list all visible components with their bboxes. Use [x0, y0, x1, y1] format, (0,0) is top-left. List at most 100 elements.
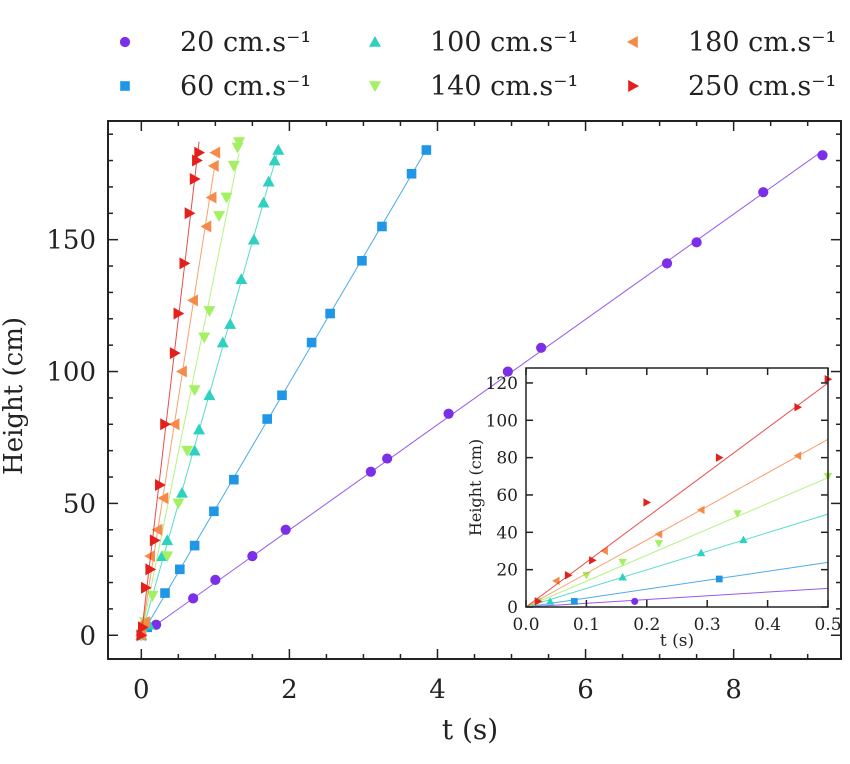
x-tick-label: 8	[725, 675, 742, 705]
data-point	[443, 408, 454, 419]
inset-data-point	[654, 529, 663, 539]
data-point	[160, 418, 172, 431]
data-point	[235, 273, 248, 285]
data-point	[161, 534, 174, 546]
inset-data-point	[715, 575, 723, 583]
data-point	[257, 196, 270, 208]
legend-item: 180 cm.s⁻¹	[627, 27, 836, 58]
data-point	[216, 336, 229, 348]
data-point	[187, 294, 198, 307]
data-point	[247, 233, 260, 245]
inset-fit-line	[525, 382, 829, 608]
data-point	[176, 365, 187, 378]
fit-line	[140, 152, 240, 636]
inset-data-point	[582, 571, 591, 580]
data-point	[325, 308, 335, 319]
data-point	[181, 445, 194, 457]
y-tick-label: 100	[46, 358, 96, 388]
legend-item: 60 cm.s⁻¹	[120, 71, 311, 102]
data-point	[169, 347, 181, 360]
data-point	[365, 466, 376, 477]
inset-data-point	[564, 571, 573, 580]
inset-data-point	[733, 510, 742, 518]
legend-marker	[119, 36, 131, 48]
inset-data-point	[794, 403, 802, 412]
inset-x-tick-label: 0.2	[633, 615, 660, 635]
data-point	[220, 192, 233, 204]
inset-series-5	[525, 375, 833, 608]
series-0	[136, 150, 828, 641]
legend-marker	[120, 81, 130, 91]
inset-chart: 0.0 0.1 0.2 0.3 0.4 0.5 0 20 40 60 80 100 120 t (s) He…	[466, 367, 842, 651]
data-point	[179, 257, 191, 270]
data-point	[188, 593, 199, 604]
x-tick-label: 2	[281, 675, 298, 705]
inset-y-tick-label: 60	[496, 486, 518, 506]
data-point	[377, 221, 387, 232]
data-point	[268, 154, 281, 166]
inset-fit-line	[525, 438, 829, 608]
series-1	[136, 145, 432, 641]
data-point	[406, 168, 417, 179]
y-axis-label: Height (cm)	[0, 317, 29, 475]
inset-x-tick-label: 0.3	[694, 615, 721, 635]
data-point	[137, 621, 149, 634]
x-tick-label: 4	[429, 675, 446, 705]
data-point	[146, 590, 159, 602]
data-point	[207, 159, 219, 172]
data-point	[502, 366, 513, 377]
data-point	[151, 523, 163, 536]
inset-series-4	[525, 438, 829, 608]
inset-y-tick-label: 40	[496, 523, 518, 543]
legend-label: 250 cm.s⁻¹	[688, 71, 836, 102]
legend-label: 20 cm.s⁻¹	[180, 27, 311, 58]
legend: 20 cm.s⁻¹ 60 cm.s⁻¹ 100 cm.s⁻¹ 140 cm.s⁻¹ 18…	[119, 27, 836, 102]
inset-data-point	[618, 572, 627, 581]
y-tick-label: 0	[79, 621, 96, 651]
inset-y-axis-label: Height (cm)	[466, 439, 485, 536]
legend-label: 140 cm.s⁻¹	[430, 71, 578, 102]
inset-data-point	[534, 597, 543, 606]
x-axis-label: t (s)	[442, 713, 498, 746]
data-point	[161, 551, 174, 563]
data-point	[213, 211, 226, 222]
inset-data-point	[570, 598, 578, 605]
series-2	[135, 144, 285, 641]
legend-item: 140 cm.s⁻¹	[369, 71, 578, 102]
data-point	[421, 145, 432, 155]
legend-item: 20 cm.s⁻¹	[119, 27, 311, 58]
inset-series-2	[525, 513, 829, 608]
data-point	[157, 492, 169, 505]
data-point	[205, 191, 217, 204]
inset-data-point	[696, 548, 706, 557]
data-point	[173, 307, 185, 320]
data-point	[149, 534, 161, 547]
legend-marker	[369, 36, 381, 47]
inset-data-point	[739, 535, 748, 544]
data-point	[306, 337, 317, 348]
data-point	[160, 588, 170, 598]
fit-line	[140, 161, 216, 636]
legend-marker	[627, 36, 638, 48]
data-point	[168, 418, 180, 431]
data-point	[272, 144, 285, 155]
x-tick-label: 6	[577, 675, 594, 705]
data-point	[172, 498, 185, 510]
inset-y-tick-label: 100	[486, 411, 518, 431]
inset-data-point	[643, 498, 651, 507]
data-point	[758, 187, 769, 198]
data-point	[139, 616, 150, 629]
series-5	[136, 141, 206, 642]
data-point	[536, 342, 547, 353]
inset-x-tick-label: 0.5	[814, 615, 841, 635]
inset-y-tick-label: 80	[496, 449, 518, 469]
data-point	[194, 146, 206, 159]
series-4	[135, 146, 221, 642]
data-point	[200, 220, 212, 233]
inset-frame	[525, 367, 829, 608]
data-point	[203, 389, 216, 401]
legend-item: 250 cm.s⁻¹	[628, 71, 836, 102]
data-point	[262, 414, 272, 424]
data-point	[193, 423, 206, 435]
data-point	[262, 175, 275, 187]
